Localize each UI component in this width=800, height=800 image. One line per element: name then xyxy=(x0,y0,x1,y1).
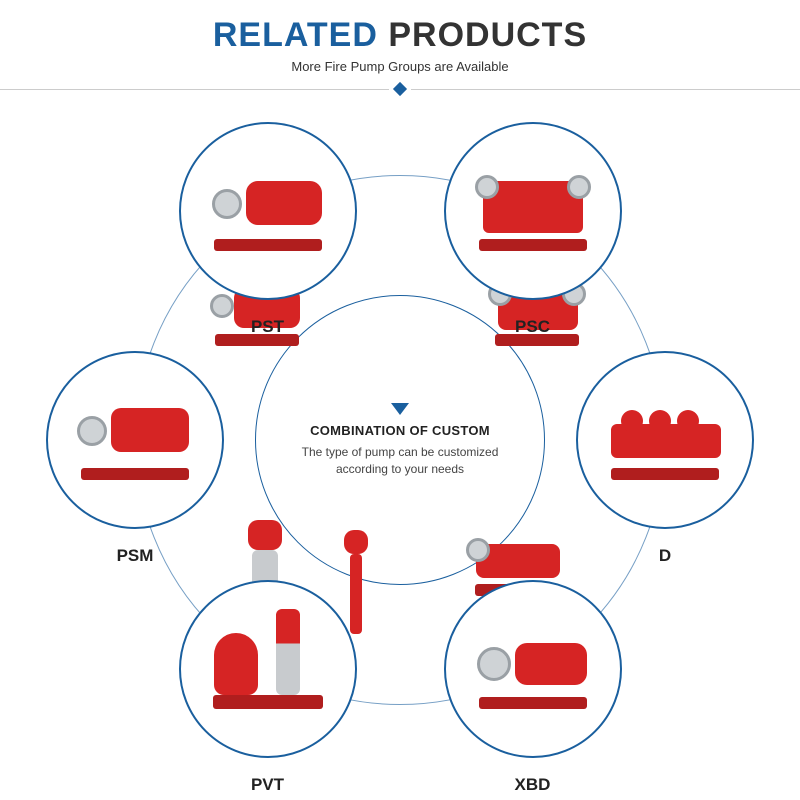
center-pump-icon xyxy=(340,530,372,640)
center-heading: COMBINATION OF CUSTOM xyxy=(310,423,490,438)
product-label-d: D xyxy=(659,546,671,566)
title-accent: RELATED xyxy=(213,16,378,54)
product-node-pvt[interactable] xyxy=(179,580,357,758)
product-node-pst[interactable] xyxy=(179,122,357,300)
product-node-psm[interactable] xyxy=(46,351,224,529)
product-label-psm: PSM xyxy=(117,546,154,566)
header: RELATED PRODUCTS More Fire Pump Groups a… xyxy=(0,0,800,94)
page-subtitle: More Fire Pump Groups are Available xyxy=(0,59,800,74)
center-text: The type of pump can be customized accor… xyxy=(256,444,544,478)
product-label-psc: PSC xyxy=(515,317,550,337)
product-label-xbd: XBD xyxy=(515,775,551,795)
page-title: RELATED PRODUCTS xyxy=(0,16,800,55)
diagram-stage: COMBINATION OF CUSTOM The type of pump c… xyxy=(0,110,800,790)
chevron-down-icon xyxy=(391,403,409,415)
diamond-icon xyxy=(393,82,407,96)
product-node-psc[interactable] xyxy=(444,122,622,300)
product-label-pvt: PVT xyxy=(251,775,284,795)
product-label-pst: PST xyxy=(251,317,284,337)
product-node-d[interactable] xyxy=(576,351,754,529)
product-node-xbd[interactable] xyxy=(444,580,622,758)
title-dark: PRODUCTS xyxy=(388,16,587,54)
divider xyxy=(0,84,800,94)
